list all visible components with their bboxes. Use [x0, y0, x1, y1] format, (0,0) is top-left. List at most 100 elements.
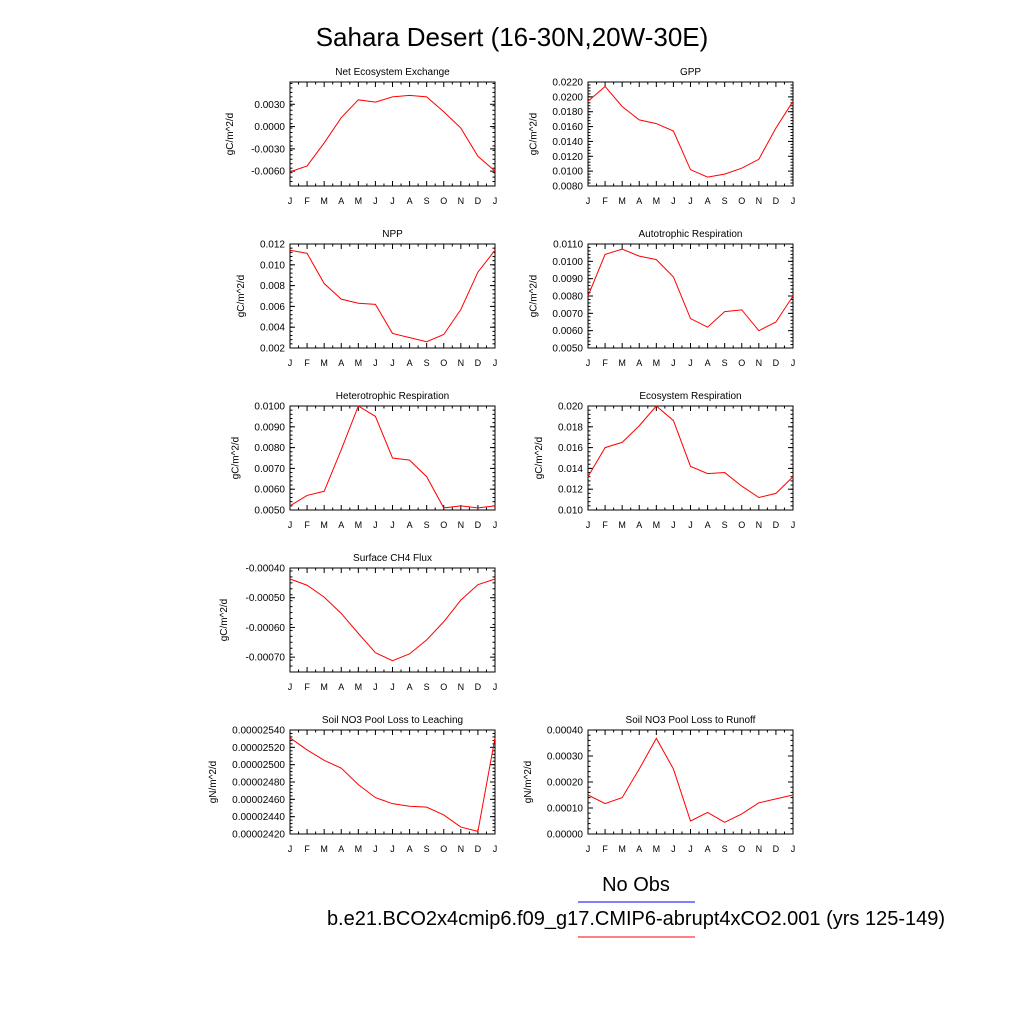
x-tick-label: M — [320, 682, 328, 692]
y-tick-label: 0.00002420 — [232, 830, 285, 841]
x-tick-label: O — [738, 358, 745, 368]
x-tick-label: N — [756, 520, 763, 530]
x-tick-label: A — [705, 358, 711, 368]
x-tick-label: M — [355, 682, 363, 692]
y-tick-label: 0.0100 — [552, 167, 583, 178]
y-tick-label: -0.0030 — [251, 144, 285, 155]
y-tick-label: 0.0050 — [552, 344, 583, 355]
x-tick-label: J — [288, 358, 293, 368]
y-tick-label: 0.00002500 — [232, 760, 285, 771]
y-tick-label: 0.004 — [260, 323, 285, 334]
x-tick-label: A — [338, 682, 344, 692]
series-line — [587, 737, 794, 823]
x-tick-label: J — [791, 358, 796, 368]
x-tick-label: N — [458, 358, 465, 368]
x-tick-label: J — [791, 844, 796, 854]
y-tick-label: 0.0220 — [552, 78, 583, 89]
series-line — [289, 405, 496, 509]
x-tick-label: J — [373, 682, 378, 692]
y-tick-label: 0.0180 — [552, 107, 583, 118]
x-tick-label: M — [355, 358, 363, 368]
x-tick-label: J — [688, 844, 693, 854]
x-tick-label: O — [738, 844, 745, 854]
y-tick-label: 0.0110 — [553, 240, 583, 251]
y-tick-label: 0.00000 — [547, 830, 584, 841]
x-tick-label: M — [653, 844, 661, 854]
y-tick-label: 0.0080 — [552, 292, 583, 303]
y-tick-label: -0.00040 — [246, 564, 286, 575]
x-tick-label: J — [493, 358, 498, 368]
x-tick-label: M — [320, 844, 328, 854]
x-tick-label: S — [722, 844, 728, 854]
x-tick-label: N — [458, 520, 465, 530]
x-tick-label: D — [475, 196, 482, 206]
x-tick-label: M — [618, 196, 626, 206]
x-tick-label: N — [458, 682, 465, 692]
series-line — [587, 405, 794, 499]
x-tick-label: D — [773, 358, 780, 368]
series-line — [289, 249, 496, 343]
y-tick-label: 0.018 — [558, 422, 583, 433]
y-tick-label: 0.020 — [558, 402, 583, 413]
x-tick-label: S — [424, 358, 430, 368]
x-tick-label: D — [773, 196, 780, 206]
x-tick-label: O — [440, 520, 447, 530]
panel-title: Soil NO3 Pool Loss to Runoff — [626, 715, 756, 726]
x-tick-label: J — [288, 844, 293, 854]
x-tick-label: J — [373, 844, 378, 854]
x-tick-label: S — [424, 844, 430, 854]
x-tick-label: M — [618, 520, 626, 530]
x-tick-label: F — [304, 682, 310, 692]
x-tick-label: J — [390, 682, 395, 692]
x-tick-label: A — [407, 196, 413, 206]
x-tick-label: M — [618, 844, 626, 854]
x-tick-label: F — [602, 520, 608, 530]
x-tick-label: F — [304, 520, 310, 530]
y-tick-label: 0.012 — [558, 485, 583, 496]
y-axis-label: gC/m^2/d — [230, 437, 241, 480]
x-tick-label: J — [390, 844, 395, 854]
y-tick-label: 0.012 — [260, 240, 285, 251]
series-line — [587, 85, 794, 178]
y-tick-label: 0.0160 — [552, 122, 583, 133]
x-tick-label: A — [636, 844, 642, 854]
x-tick-label: M — [320, 196, 328, 206]
x-tick-label: N — [756, 844, 763, 854]
y-tick-label: 0.0140 — [552, 137, 583, 148]
x-tick-label: J — [791, 520, 796, 530]
x-tick-label: N — [458, 196, 465, 206]
x-tick-label: M — [653, 358, 661, 368]
series-line — [289, 94, 496, 173]
x-tick-label: A — [407, 844, 413, 854]
x-tick-label: J — [586, 520, 591, 530]
series-line — [587, 248, 794, 332]
y-tick-label: 0.010 — [260, 260, 285, 271]
legend-label-obs: No Obs — [602, 874, 670, 896]
y-tick-label: 0.00002460 — [232, 795, 285, 806]
x-tick-label: S — [424, 196, 430, 206]
x-tick-label: D — [773, 520, 780, 530]
panel-title: Ecosystem Respiration — [639, 391, 741, 402]
panel-title: Autotrophic Respiration — [639, 229, 743, 240]
y-tick-label: 0.016 — [558, 443, 583, 454]
y-tick-label: 0.00002540 — [232, 726, 285, 737]
y-tick-label: 0.0050 — [254, 506, 285, 517]
series-line — [289, 578, 496, 662]
y-tick-label: 0.006 — [260, 302, 285, 313]
x-tick-label: J — [791, 196, 796, 206]
y-axis-label: gC/m^2/d — [225, 113, 236, 156]
x-tick-label: A — [636, 520, 642, 530]
x-tick-label: O — [440, 196, 447, 206]
y-tick-label: 0.0070 — [254, 464, 285, 475]
x-tick-label: S — [722, 196, 728, 206]
x-tick-label: O — [440, 358, 447, 368]
y-tick-label: 0.0080 — [254, 443, 285, 454]
y-tick-label: -0.00060 — [246, 623, 286, 634]
